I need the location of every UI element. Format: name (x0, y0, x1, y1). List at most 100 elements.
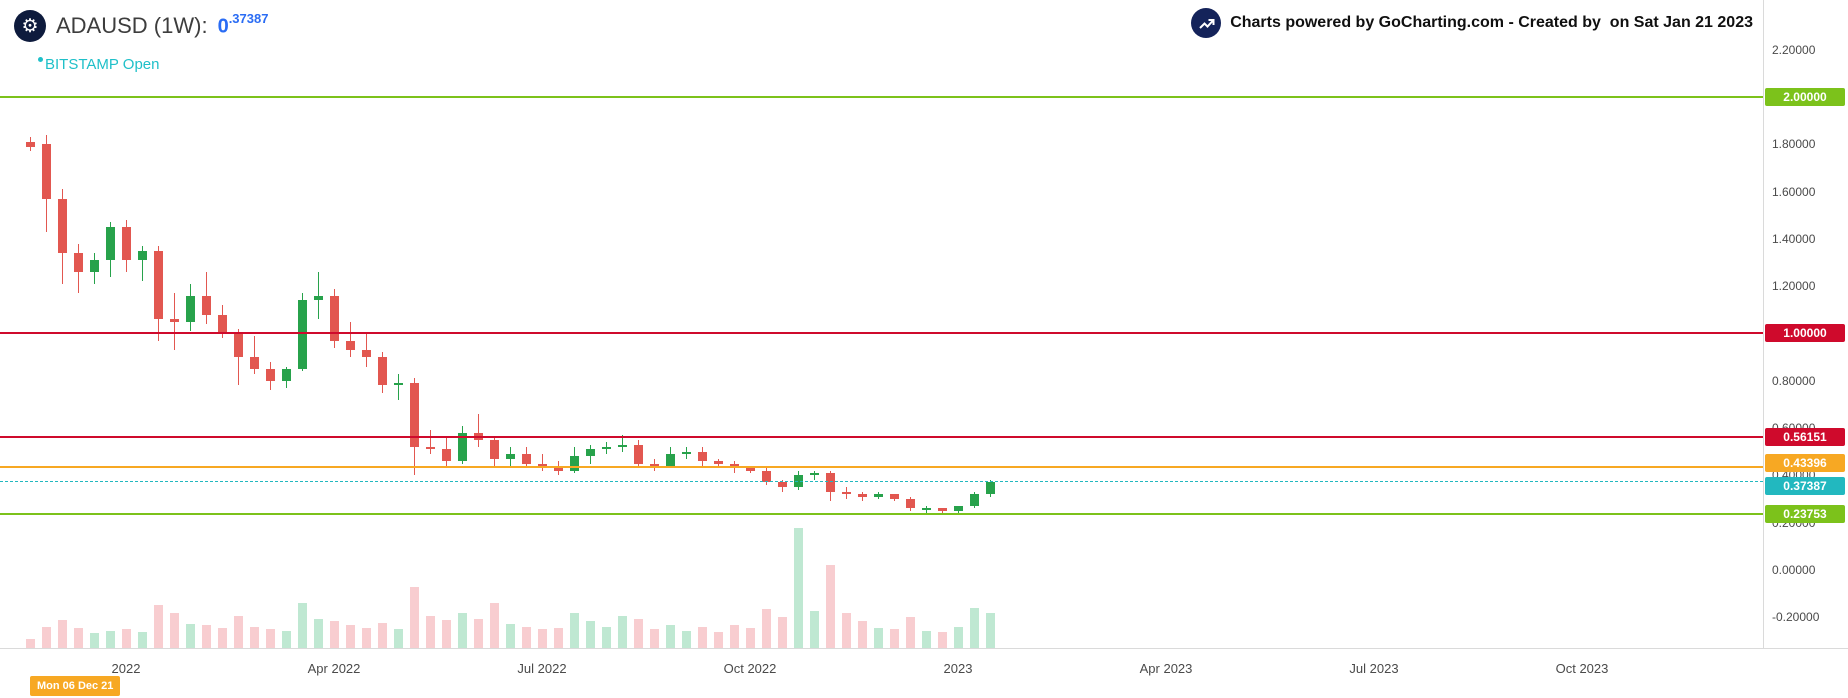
price-line[interactable] (0, 95, 1763, 98)
volume-bar (138, 632, 147, 648)
candle-wick (174, 293, 175, 350)
exchange-status-label: BITSTAMP Open (45, 56, 160, 73)
price-line[interactable] (0, 332, 1763, 335)
x-axis-label: Apr 2022 (307, 661, 361, 676)
symbol-title[interactable]: ADAUSD (1W): (56, 13, 208, 38)
candle (842, 491, 851, 495)
candle (186, 295, 195, 322)
price-badge: 1.00000 (1765, 324, 1845, 343)
volume-bar (42, 626, 51, 648)
volume-bar (474, 618, 483, 648)
first-bar-date-badge: Mon 06 Dec 21 (30, 676, 121, 696)
volume-bar (874, 628, 883, 648)
candle-wick (814, 470, 815, 481)
price-line[interactable] (0, 436, 1763, 439)
volume-bar (330, 621, 339, 648)
candle (42, 144, 51, 199)
candle (586, 449, 595, 457)
candle (938, 508, 947, 511)
candle (522, 454, 531, 464)
volume-bar (842, 613, 851, 648)
candle (330, 295, 339, 341)
volume-bar (346, 625, 355, 648)
price-badge: 0.23753 (1765, 504, 1845, 523)
candle-wick (718, 458, 719, 469)
candle-wick (238, 328, 239, 386)
time-axis[interactable]: Mon 06 Dec 21 2022 Apr 2022 Jul 2022 Oct 20… (0, 648, 1848, 698)
candle (490, 439, 499, 459)
x-axis-label: Jul 2022 (517, 661, 567, 676)
candle-wick (542, 454, 543, 471)
y-tick-label: 1.60000 (1772, 184, 1816, 199)
price-line[interactable] (0, 512, 1763, 515)
candle (426, 446, 435, 450)
volume-bar (394, 629, 403, 648)
volume-bar (362, 628, 371, 648)
exchange-status: BITSTAMP Open (38, 56, 160, 73)
candle (58, 198, 67, 254)
candle (730, 463, 739, 469)
candle (266, 368, 275, 381)
candle (746, 468, 755, 471)
x-axis-label: Oct 2023 (1555, 661, 1609, 676)
candle-wick (398, 373, 399, 400)
candle (954, 506, 963, 511)
candle (986, 481, 995, 495)
volume-bar (90, 633, 99, 648)
candle (410, 383, 419, 447)
price-badge: 0.37387 (1765, 476, 1845, 495)
candle (666, 454, 675, 466)
price-line[interactable] (0, 480, 1763, 482)
volume-bar (682, 630, 691, 648)
candle (122, 227, 131, 261)
candle (506, 454, 515, 459)
candle (362, 350, 371, 358)
candle (282, 368, 291, 381)
candle (634, 444, 643, 464)
volume-bar (586, 621, 595, 648)
price-badge: 2.00000 (1765, 87, 1845, 106)
volume-bar (26, 638, 35, 648)
chart-header: ⚙ ADAUSD (1W): 0.37387 (14, 10, 268, 42)
candle (106, 227, 115, 261)
volume-bar (698, 626, 707, 648)
volume-bar (266, 629, 275, 648)
candle (602, 446, 611, 450)
candle (538, 463, 547, 466)
volume-bar (234, 616, 243, 648)
candle (922, 508, 931, 511)
volume-bar (298, 602, 307, 648)
volume-bar (970, 608, 979, 648)
candle-wick (254, 335, 255, 374)
price-badge: 0.43396 (1765, 454, 1845, 473)
volume-bar (858, 621, 867, 648)
volume-bar (906, 617, 915, 648)
volume-bar (458, 613, 467, 648)
y-tick-label: 1.80000 (1772, 137, 1816, 152)
trend-arrow-icon (1191, 8, 1222, 38)
price-line[interactable] (0, 466, 1763, 469)
candle-wick (350, 321, 351, 358)
y-tick-label: 2.20000 (1772, 42, 1816, 57)
plot-area[interactable] (0, 0, 1763, 648)
volume-bar (826, 565, 835, 648)
candle (698, 451, 707, 462)
x-axis-label: Jul 2023 (1349, 661, 1399, 676)
candle (618, 444, 627, 447)
candle (138, 250, 147, 261)
candle (314, 295, 323, 301)
candle (858, 494, 867, 497)
candle-wick (622, 435, 623, 452)
volume-bar (634, 618, 643, 648)
volume-bar (58, 620, 67, 648)
candle (714, 461, 723, 464)
volume-bar (506, 624, 515, 648)
volume-bar (426, 616, 435, 648)
volume-bar (410, 586, 419, 648)
volume-bar (554, 628, 563, 648)
price-axis[interactable]: 2.20000 2.00000 1.80000 1.60000 1.40000 1.200… (1763, 0, 1848, 648)
last-price: 0.37387 (218, 11, 269, 39)
volume-bar (618, 616, 627, 648)
volume-bar (490, 602, 499, 648)
